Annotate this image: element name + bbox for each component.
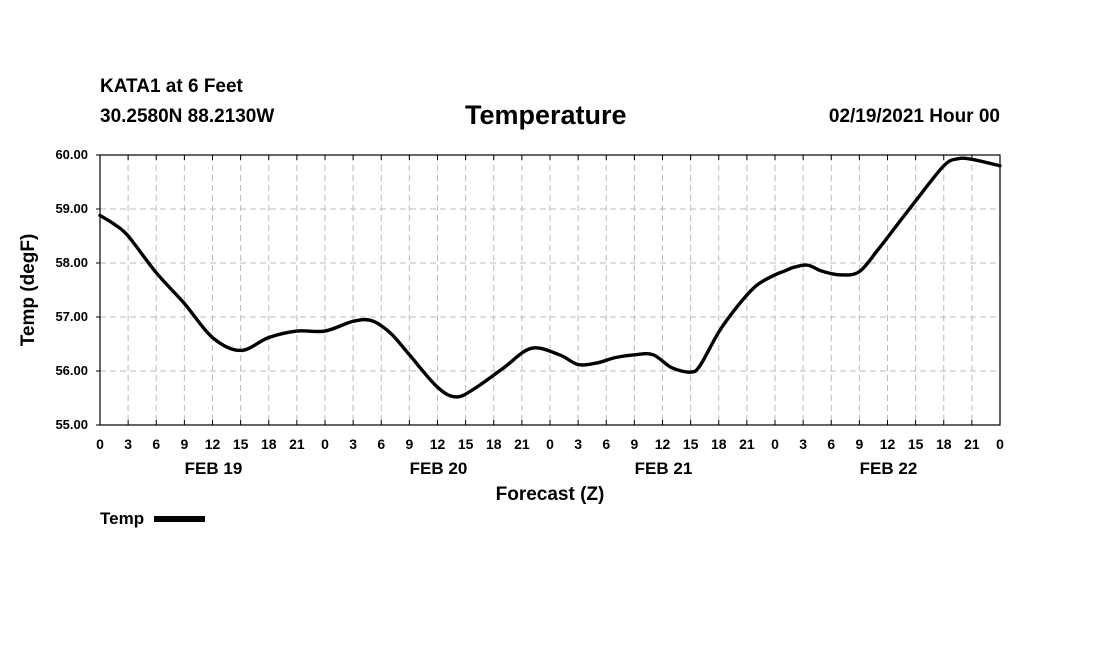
y-tick-label: 57.00 xyxy=(55,309,88,324)
x-tick-label: 6 xyxy=(152,436,160,452)
x-tick-labels: 0 3 6 9 12 15 18 21 0 3 6 9 12 15 18 21 0 3 6 9 12 15 18 21 0 3 6 9… xyxy=(96,436,1004,452)
x-tick-label: 9 xyxy=(405,436,413,452)
x-tick-label: 21 xyxy=(964,436,980,452)
x-tick-label: 12 xyxy=(205,436,221,452)
x-tick-label: 3 xyxy=(799,436,807,452)
y-tick-label: 56.00 xyxy=(55,363,88,378)
x-tick-label: 12 xyxy=(880,436,896,452)
day-label: FEB 19 xyxy=(185,459,243,478)
x-tick-label: 3 xyxy=(124,436,132,452)
chart-title: Temperature xyxy=(465,100,627,130)
x-tick-label: 15 xyxy=(233,436,249,452)
x-tick-label: 0 xyxy=(771,436,779,452)
x-tick-label: 9 xyxy=(630,436,638,452)
x-tick-label: 18 xyxy=(936,436,952,452)
legend-label: Temp xyxy=(100,509,145,528)
x-tick-label: 18 xyxy=(486,436,502,452)
x-tick-label: 15 xyxy=(458,436,474,452)
station-label: KATA1 at 6 Feet xyxy=(100,76,243,97)
temp-series-line xyxy=(98,156,1002,399)
x-tick-label: 6 xyxy=(827,436,835,452)
x-tick-label: 9 xyxy=(180,436,188,452)
x-tick-label: 3 xyxy=(574,436,582,452)
x-tick-label: 15 xyxy=(908,436,924,452)
y-tick-label: 59.00 xyxy=(55,201,88,216)
legend: Temp xyxy=(100,509,206,529)
x-tick-label: 21 xyxy=(739,436,755,452)
day-labels: FEB 19 FEB 20 FEB 21 FEB 22 xyxy=(185,459,918,478)
x-tick-label: 15 xyxy=(683,436,699,452)
x-tick-label: 6 xyxy=(602,436,610,452)
x-tick-label: 6 xyxy=(377,436,385,452)
day-label: FEB 20 xyxy=(410,459,468,478)
x-tick-label: 0 xyxy=(321,436,329,452)
forecast-timestamp: 02/19/2021 Hour 00 xyxy=(828,106,1000,127)
x-tick-label: 21 xyxy=(289,436,305,452)
x-tick-label: 3 xyxy=(349,436,357,452)
x-tick-label: 0 xyxy=(546,436,554,452)
coordinates-label: 30.2580N 88.2130W xyxy=(100,106,275,127)
y-tick-label: 60.00 xyxy=(55,147,88,162)
x-tick-label: 12 xyxy=(430,436,446,452)
day-label: FEB 21 xyxy=(635,459,693,478)
x-tick-label: 9 xyxy=(855,436,863,452)
x-tick-label: 18 xyxy=(261,436,277,452)
y-tick-label: 58.00 xyxy=(55,255,88,270)
plot-frame xyxy=(99,154,1001,426)
x-axis-title: Forecast (Z) xyxy=(496,484,605,505)
x-tick-label: 0 xyxy=(996,436,1004,452)
x-tick-label: 18 xyxy=(711,436,727,452)
y-tick-labels: 55.00 56.00 57.00 58.00 59.00 60.00 xyxy=(55,147,88,432)
y-tick-label: 55.00 xyxy=(55,417,88,432)
x-tick-label: 0 xyxy=(96,436,104,452)
x-tick-label: 12 xyxy=(655,436,671,452)
day-label: FEB 22 xyxy=(860,459,918,478)
y-axis-title: Temp (degF) xyxy=(18,234,39,347)
x-tick-label: 21 xyxy=(514,436,530,452)
legend-swatch-temp xyxy=(154,516,206,522)
